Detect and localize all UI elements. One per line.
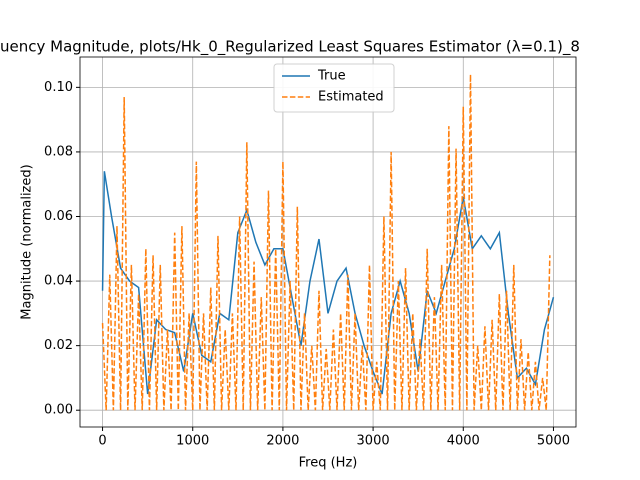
legend: True Estimated <box>273 63 395 113</box>
x-tick-label: 3000 <box>357 434 390 449</box>
x-tick-label: 5000 <box>537 434 570 449</box>
y-tick-label: 0.10 <box>44 80 73 95</box>
y-tick-label: 0.06 <box>44 209 73 224</box>
line-series <box>101 74 551 411</box>
y-tick-label: 0.04 <box>44 274 73 289</box>
y-axis-label: Magnitude (normalized) <box>20 164 35 319</box>
plot-frame <box>79 56 577 428</box>
x-tick-label: 4000 <box>447 434 480 449</box>
line-series <box>101 171 555 395</box>
legend-label: Estimated <box>318 90 384 105</box>
chart-title: uency Magnitude, plots/Hk_0_Regularized … <box>0 38 580 57</box>
x-tick-label: 1000 <box>176 434 209 449</box>
x-axis-label: Freq (Hz) <box>299 456 358 471</box>
legend-label: True <box>317 69 346 84</box>
y-tick-label: 0.02 <box>44 338 73 353</box>
x-tick-label: 2000 <box>266 434 299 449</box>
y-tick-label: 0.08 <box>44 144 73 159</box>
y-tick-label: 0.00 <box>44 403 73 418</box>
x-tick-label: 0 <box>98 434 106 449</box>
